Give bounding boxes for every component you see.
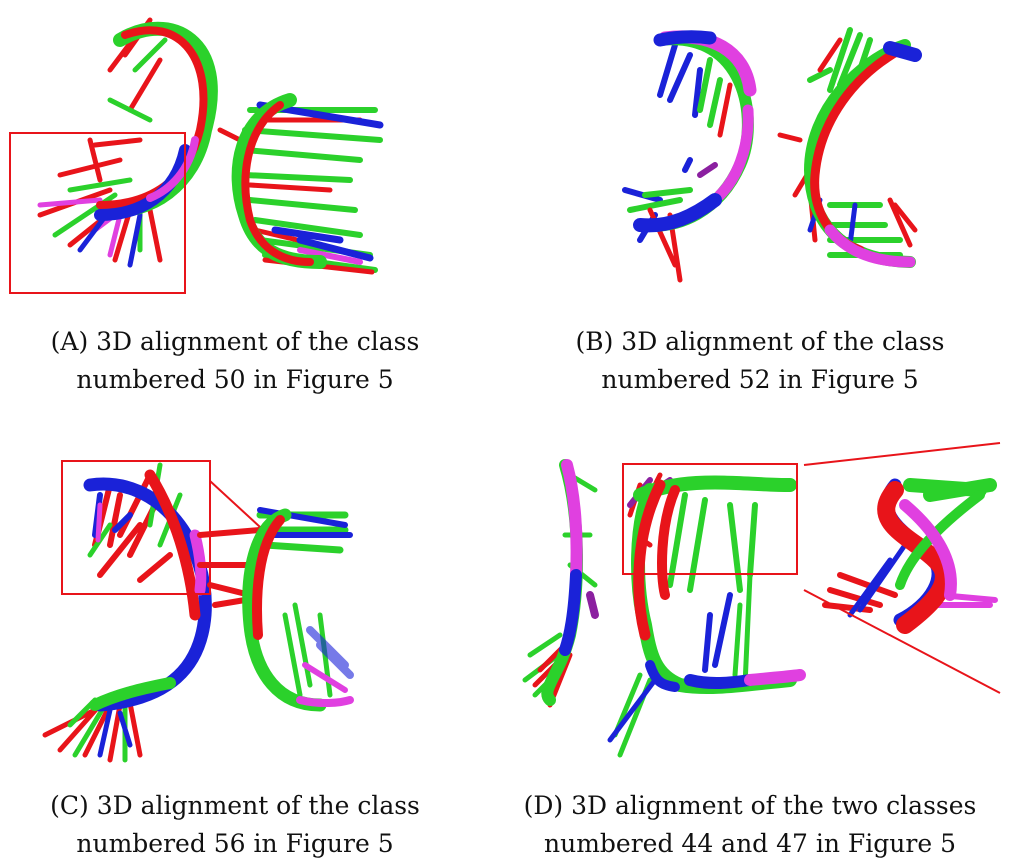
caption-b: (B) 3D alignment of the class numbered 5… (575, 327, 945, 394)
panel-a: (A) 3D alignment of the class numbered 5… (0, 0, 510, 410)
panel-c-structure (42, 460, 354, 763)
zoom-line (209, 480, 261, 528)
highlight-box (9, 132, 186, 294)
zoom-line (803, 589, 1001, 694)
caption-a: (A) 3D alignment of the class numbered 5… (50, 327, 420, 394)
panel-d: (D) 3D alignment of the two classes numb… (510, 435, 1019, 858)
highlight-box (61, 460, 211, 595)
panel-a-structure (9, 17, 384, 294)
highlight-box (622, 463, 798, 575)
zoom-line (803, 442, 1001, 466)
panel-d-structure (522, 442, 1001, 758)
panel-b-structure (622, 27, 922, 283)
panel-c: (C) 3D alignment of the class numbered 5… (0, 435, 510, 858)
panel-b: (B) 3D alignment of the class numbered 5… (510, 0, 1019, 410)
